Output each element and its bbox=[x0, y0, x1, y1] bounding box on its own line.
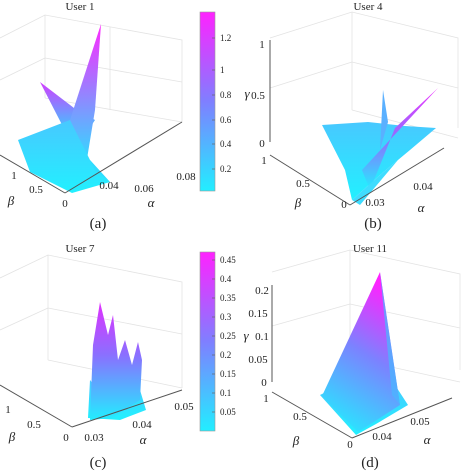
panel-d-alpha-tick-2: 0.05 bbox=[410, 416, 430, 428]
panel-b-alpha-tick-1: 0.03 bbox=[365, 197, 385, 209]
panel-c-box bbox=[0, 254, 183, 389]
panel-c-caption: (c) bbox=[90, 455, 107, 471]
panel-c-cbar-tick-4: 0.2 bbox=[220, 350, 231, 360]
panel-b-beta-tick-1: 1 bbox=[261, 155, 267, 167]
panel-d-axes bbox=[271, 391, 453, 439]
panel-a-cbar-tick-4: 0.8 bbox=[220, 90, 232, 100]
panel-c-beta-tick-2: 0.5 bbox=[27, 419, 41, 431]
panel-a-box bbox=[0, 14, 183, 123]
panel-c-cbar-tick-1: 0.05 bbox=[220, 407, 236, 417]
panel-b-z-tick-3: 0 bbox=[259, 138, 265, 150]
panel-a-cbar-tick-1: 0.2 bbox=[220, 164, 231, 174]
panel-c-beta-label: β bbox=[8, 429, 16, 444]
panel-c-colorbar-gradient bbox=[199, 251, 216, 432]
panel-b-title: User 4 bbox=[353, 1, 383, 13]
panel-a-colorbar-tickmarks bbox=[212, 37, 215, 170]
panel-a-beta-label: β bbox=[7, 193, 15, 208]
panel-b-alpha-tick-2: 0.04 bbox=[413, 181, 433, 193]
panel-a-alpha-label: α bbox=[148, 195, 156, 210]
panel-a-axes bbox=[0, 121, 183, 194]
panel-d-z-tick-5: 0 bbox=[261, 377, 267, 389]
panel-a-cbar-tick-6: 1.2 bbox=[220, 33, 231, 43]
panel-a-surface-base bbox=[18, 120, 110, 193]
panel-c-cbar-tick-6: 0.3 bbox=[220, 312, 232, 322]
panel-d-beta-tick-1: 1 bbox=[263, 393, 269, 405]
panel-a-cbar-tick-3: 0.6 bbox=[220, 115, 232, 125]
panel-c-alpha-tick-1: 0.03 bbox=[84, 432, 104, 444]
panel-b-alpha-label: α bbox=[418, 200, 426, 215]
panel-d-caption: (d) bbox=[361, 455, 379, 471]
panel-c-colorbar: 0.05 0.1 0.15 0.2 0.25 0.3 0.35 0.4 0.45 bbox=[199, 251, 236, 432]
panel-b: User 4 1 0.5 0 γ 1 0.5 0 β 0.03 0.04 α (… bbox=[244, 1, 459, 232]
panel-d-beta-tick-3: 0 bbox=[347, 439, 353, 451]
panel-b-beta-label: β bbox=[294, 195, 302, 210]
panel-c-alpha-tick-3: 0.05 bbox=[174, 401, 194, 413]
panel-b-beta-tick-2: 0.5 bbox=[296, 178, 310, 190]
panel-a-beta-tick-1: 1 bbox=[11, 170, 17, 182]
panel-d-z-tick-2: 0.15 bbox=[248, 308, 268, 320]
panel-d-surface-peak bbox=[322, 272, 400, 432]
panel-b-z-label: γ bbox=[244, 86, 250, 101]
panel-c-surface-peaks bbox=[90, 302, 142, 420]
panel-b-surface-spike-b bbox=[362, 88, 438, 190]
panel-c-cbar-tick-5: 0.25 bbox=[220, 331, 236, 341]
panel-d-alpha-label: α bbox=[424, 432, 432, 447]
panel-b-caption: (b) bbox=[364, 216, 382, 232]
panel-a: User 1 1 0.5 0 β 0.04 0.06 0.08 α (a) bbox=[0, 1, 196, 232]
panel-d-z-label: γ bbox=[243, 328, 249, 343]
panel-c-cbar-tick-9: 0.45 bbox=[220, 255, 236, 265]
panel-c-cbar-tick-7: 0.35 bbox=[220, 293, 236, 303]
panel-d-beta-label: β bbox=[292, 433, 300, 448]
panel-c-colorbar-tickmarks bbox=[212, 259, 215, 413]
panel-b-beta-tick-3: 0 bbox=[341, 199, 347, 211]
panel-a-cbar-tick-2: 0.4 bbox=[220, 139, 232, 149]
panel-a-alpha-tick-3: 0.08 bbox=[176, 171, 196, 183]
panel-d-z-tick-4: 0.05 bbox=[248, 354, 268, 366]
panel-a-surface-spike bbox=[70, 24, 101, 165]
panel-d-title: User 11 bbox=[353, 243, 387, 255]
panel-c-beta-tick-1: 1 bbox=[5, 404, 11, 416]
panel-a-caption: (a) bbox=[90, 216, 107, 232]
panel-c-alpha-label: α bbox=[140, 432, 148, 447]
panel-b-surface-front bbox=[352, 160, 398, 205]
panel-d: User 11 0.2 0.15 0.1 0.05 0 γ 1 0.5 0 β … bbox=[243, 243, 461, 471]
panel-b-z-tick-1: 1 bbox=[259, 39, 265, 51]
panel-a-alpha-tick-2: 0.06 bbox=[134, 183, 154, 195]
panel-d-z-tick-3: 0.1 bbox=[255, 331, 269, 343]
panel-a-beta-tick-2: 0.5 bbox=[29, 184, 43, 196]
panel-b-box bbox=[269, 11, 459, 139]
panel-c-alpha-tick-2: 0.04 bbox=[132, 419, 152, 431]
panel-c-beta-tick-3: 0 bbox=[63, 432, 69, 444]
panel-a-beta-tick-3: 0 bbox=[62, 198, 68, 210]
panel-b-surface-spike-a bbox=[380, 90, 388, 150]
panel-d-surface-edge bbox=[380, 272, 400, 405]
panel-a-alpha-tick-1: 0.04 bbox=[99, 180, 119, 192]
panel-a-title: User 1 bbox=[65, 1, 94, 13]
panel-d-z-tick-1: 0.2 bbox=[255, 285, 269, 297]
panel-a-cbar-tick-5: 1 bbox=[220, 65, 225, 75]
panel-c-cbar-tick-2: 0.1 bbox=[220, 388, 231, 398]
panel-a-colorbar: 0.2 0.4 0.6 0.8 1 1.2 bbox=[199, 11, 232, 192]
panel-a-colorbar-gradient bbox=[199, 11, 216, 192]
panel-c-cbar-tick-3: 0.15 bbox=[220, 369, 236, 379]
panel-c: User 7 1 0.5 0 β 0.03 0.04 0.05 α (c) bbox=[0, 243, 194, 471]
panel-b-axes bbox=[269, 147, 445, 206]
panel-c-title: User 7 bbox=[65, 243, 95, 255]
panel-b-z-tick-2: 0.5 bbox=[251, 90, 265, 102]
panel-d-alpha-tick-1: 0.04 bbox=[372, 431, 392, 443]
panel-d-beta-tick-2: 0.5 bbox=[293, 411, 307, 423]
panel-c-axes bbox=[0, 384, 183, 428]
panel-c-cbar-tick-8: 0.4 bbox=[220, 274, 232, 284]
